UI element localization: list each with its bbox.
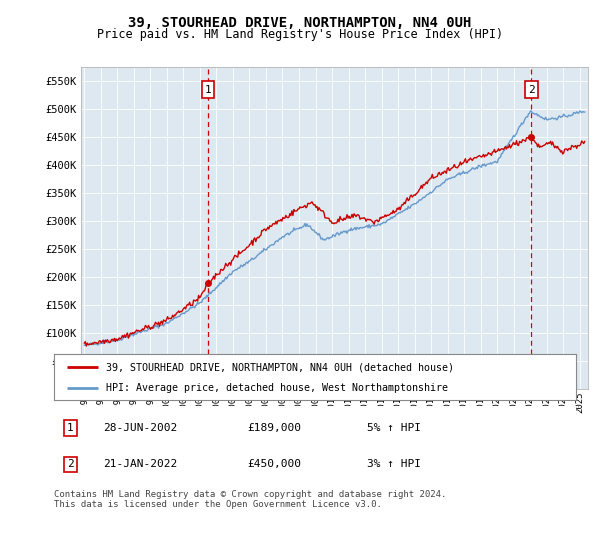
Text: 2: 2 (67, 459, 74, 469)
Text: 39, STOURHEAD DRIVE, NORTHAMPTON, NN4 0UH: 39, STOURHEAD DRIVE, NORTHAMPTON, NN4 0U… (128, 16, 472, 30)
Text: HPI: Average price, detached house, West Northamptonshire: HPI: Average price, detached house, West… (106, 384, 448, 394)
Text: Price paid vs. HM Land Registry's House Price Index (HPI): Price paid vs. HM Land Registry's House … (97, 28, 503, 41)
Text: 1: 1 (205, 85, 211, 95)
Text: 39, STOURHEAD DRIVE, NORTHAMPTON, NN4 0UH (detached house): 39, STOURHEAD DRIVE, NORTHAMPTON, NN4 0U… (106, 362, 454, 372)
Text: 2: 2 (527, 85, 535, 95)
Text: Contains HM Land Registry data © Crown copyright and database right 2024.
This d: Contains HM Land Registry data © Crown c… (54, 490, 446, 510)
Text: 21-JAN-2022: 21-JAN-2022 (104, 459, 178, 469)
Text: 3% ↑ HPI: 3% ↑ HPI (367, 459, 421, 469)
Text: £450,000: £450,000 (247, 459, 301, 469)
Text: 5% ↑ HPI: 5% ↑ HPI (367, 423, 421, 433)
Text: £189,000: £189,000 (247, 423, 301, 433)
Text: 1: 1 (67, 423, 74, 433)
Text: 28-JUN-2002: 28-JUN-2002 (104, 423, 178, 433)
